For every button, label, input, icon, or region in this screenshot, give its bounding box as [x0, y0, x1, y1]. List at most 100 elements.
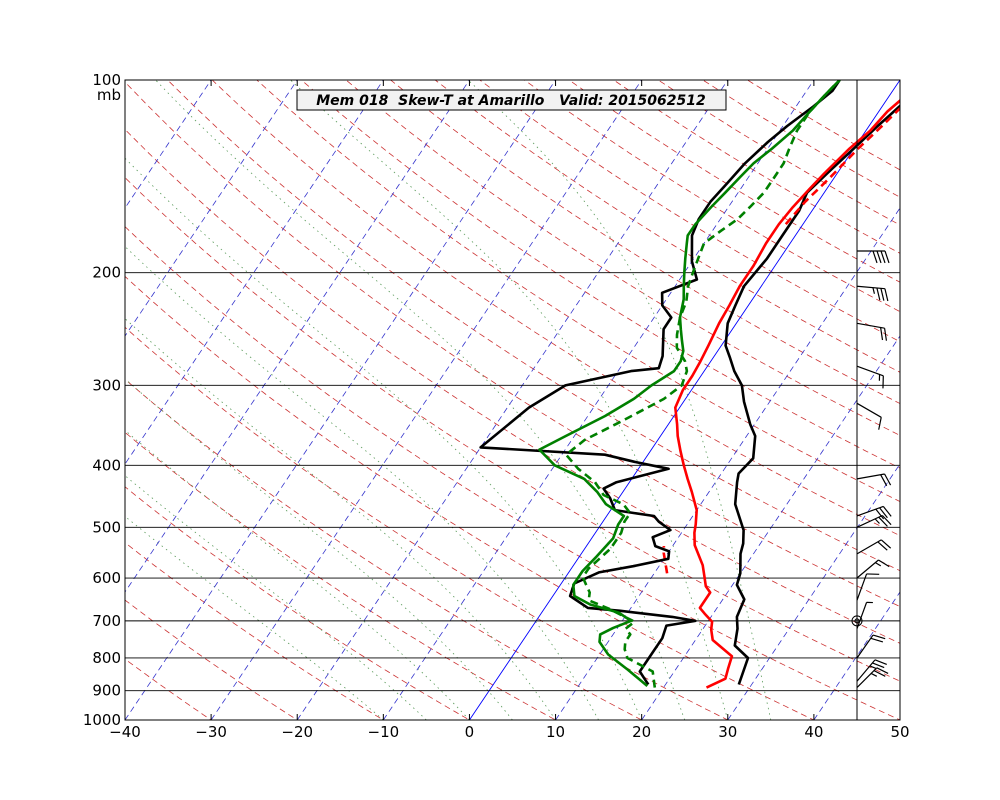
wind-barb-flag [872, 662, 885, 669]
chart-title: Mem 018 Skew-T at Amarillo Valid: 201506… [296, 89, 727, 111]
wind-barb-flag [880, 539, 892, 549]
y-tick-label: 900 [92, 682, 121, 700]
x-tick-label: 10 [546, 723, 565, 741]
dry-adiabat [167, 80, 900, 572]
wind-barb-staff [856, 573, 868, 601]
x-tick-label: 50 [890, 723, 909, 741]
wind-barb [856, 634, 886, 659]
wind-barb-staff [856, 559, 879, 579]
y-tick-label: 800 [92, 649, 121, 667]
wind-barb-half-flag [872, 287, 875, 294]
wind-barb [856, 285, 889, 302]
isotherm [383, 80, 815, 720]
moist-adiabat [125, 429, 470, 720]
dewpoint-line [538, 80, 841, 687]
wind-barb-staff [856, 634, 874, 659]
wind-barb-flag [879, 507, 888, 519]
wind-barb-flag [877, 541, 888, 551]
y-tick-label: 400 [92, 456, 121, 474]
dry-adiabat [301, 80, 900, 469]
wind-barb [856, 505, 892, 520]
x-tick-label: 20 [632, 723, 651, 741]
wind-barb [856, 365, 884, 389]
pressure-gridlines [125, 272, 900, 692]
wind-barb-flag [872, 250, 878, 264]
isotherm [210, 80, 642, 720]
wind-barb-flag [874, 659, 887, 666]
x-tick-label: −20 [281, 723, 313, 741]
x-tick-label: 40 [804, 723, 823, 741]
wind-barb-flag [872, 634, 886, 640]
isotherm [296, 80, 729, 720]
moist-adiabat [290, 80, 729, 720]
wind-barb [856, 559, 890, 579]
series-layer [479, 80, 900, 689]
isotherm [899, 719, 900, 720]
moist-adiabat [125, 318, 556, 720]
wind-barb-flag [884, 288, 889, 302]
wind-barb-flag [878, 417, 882, 430]
wind-barb-staff [856, 514, 883, 528]
wind-barb-flag [876, 250, 882, 264]
wind-barb-flag [880, 474, 888, 487]
wind-barb [857, 250, 890, 264]
wind-barb-flag [873, 670, 886, 677]
moist-adiabat [155, 80, 686, 720]
wind-barb-flag [882, 506, 892, 517]
wind-barb-staff [856, 322, 885, 329]
wind-barbs [851, 250, 892, 689]
wind-barb [856, 601, 873, 629]
wind-barb-staff [856, 659, 876, 682]
wind-barb-half-flag [874, 518, 880, 524]
moist-adiabat [125, 157, 643, 720]
y-tick-label: 700 [92, 612, 121, 630]
wind-barb [856, 473, 892, 487]
dry-adiabat [125, 275, 815, 720]
dry-adiabat [125, 542, 385, 720]
plot-frame [124, 79, 901, 721]
wind-barb-flag [881, 515, 892, 526]
dry-adiabat [125, 81, 900, 608]
dry-adiabat [125, 326, 729, 720]
isotherm [0, 80, 39, 720]
y-tick-label: 300 [92, 376, 121, 394]
wind-barb-flag [880, 327, 884, 341]
chart-title-text: Mem 018 Skew-T at Amarillo Valid: 201506… [316, 93, 705, 109]
wind-barb-flag [883, 328, 888, 341]
wind-barb-flag [880, 288, 885, 301]
isotherm [555, 207, 900, 720]
wind-barb [856, 322, 888, 341]
temperature-fcst-dashed-line [662, 546, 669, 574]
x-tick-label: −40 [109, 723, 141, 741]
dry-adiabat [125, 658, 212, 720]
wind-barb-half-flag [875, 562, 882, 567]
wind-barb [856, 539, 892, 555]
dry-adiabat [125, 599, 298, 720]
wind-barb-staff [856, 667, 878, 689]
wind-barb [856, 514, 892, 528]
y-tick-label: 200 [92, 264, 121, 282]
wind-barb-staff [856, 365, 884, 377]
temperature-fcst-line [673, 98, 900, 689]
wind-barb-flag [884, 473, 892, 486]
dry-adiabat [125, 177, 900, 682]
y-axis-ticks: 100 200 300 400 500 600 700 800 900 1000 [83, 71, 121, 729]
wind-barb-flag [878, 516, 888, 527]
wind-barb-staff [856, 402, 882, 418]
wind-barb-staff [856, 473, 885, 480]
wind-barb-flag [880, 250, 886, 264]
isotherm [125, 80, 212, 209]
wind-barb-staff [856, 505, 884, 517]
isotherm [125, 80, 470, 593]
wind-barb-flag [878, 559, 890, 568]
y-tick-label: 1000 [83, 711, 121, 729]
wind-barb-staff [856, 602, 868, 629]
temperature-fcst-dashed-line [784, 106, 900, 226]
dry-adiabat [211, 80, 900, 537]
wind-barb-staff [856, 539, 882, 555]
isotherm-zero [469, 80, 900, 720]
y-tick-label: 100 [92, 71, 121, 89]
y-tick-label: 600 [92, 569, 121, 587]
wind-barb [856, 402, 882, 430]
